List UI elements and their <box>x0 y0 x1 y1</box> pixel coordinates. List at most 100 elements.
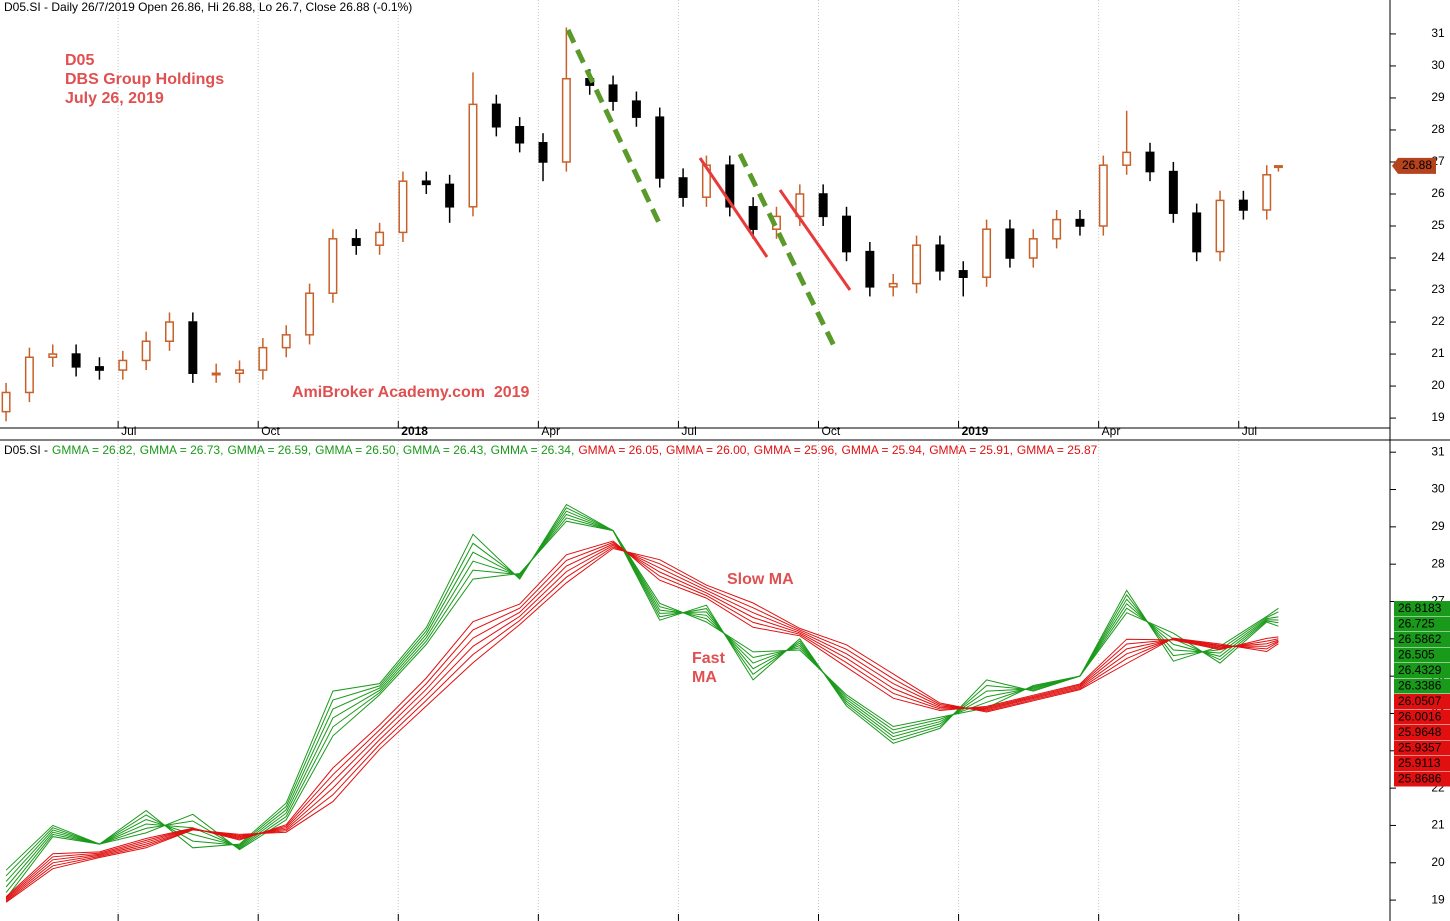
candle-body <box>281 334 291 349</box>
annotation: DBS Group Holdings <box>65 71 224 88</box>
candle-body <box>71 353 81 368</box>
value-box <box>1394 756 1450 771</box>
gmma-line <box>5 547 1279 903</box>
gmma-line <box>5 507 1279 877</box>
candle-body <box>141 340 151 362</box>
y-tick-label: 29 <box>1431 519 1445 533</box>
gmma-line <box>5 546 1279 902</box>
y-tick-label: 29 <box>1431 90 1445 104</box>
legend-entry: GMMA = 26.34, <box>491 443 575 457</box>
y-tick-label: 25 <box>1431 218 1445 232</box>
value-box-label: 26.0016 <box>1398 710 1442 724</box>
y-tick-label: 20 <box>1431 855 1445 869</box>
candle-body <box>235 369 245 375</box>
candle-body <box>538 142 548 163</box>
y-tick-label: 26 <box>1431 186 1445 200</box>
candle-body <box>935 244 945 272</box>
value-box <box>1394 678 1450 694</box>
gmma-line <box>5 517 1279 893</box>
candle-body <box>351 238 361 246</box>
legend-entry: GMMA = 26.05, <box>578 443 662 457</box>
candle-body <box>655 116 665 179</box>
candle-body <box>48 353 58 359</box>
y-tick-label: 22 <box>1431 314 1445 328</box>
trend-line <box>698 157 769 258</box>
candle-body <box>1262 174 1272 211</box>
candle-body <box>1098 164 1108 227</box>
y-tick-label: 21 <box>1431 818 1445 832</box>
x-tick-label: Jul <box>1242 424 1257 438</box>
value-box-label: 25.9113 <box>1398 756 1441 770</box>
x-tick-label: Jul <box>121 424 136 438</box>
candle-body <box>94 366 104 371</box>
candle-body <box>1192 212 1202 253</box>
candle-body <box>1215 199 1225 253</box>
candle-body <box>211 372 221 376</box>
x-tick-label: 2018 <box>401 424 428 438</box>
value-box-label: 26.505 <box>1398 648 1435 662</box>
candle-body <box>608 84 618 102</box>
legend-entry: GMMA = 26.50, <box>315 443 399 457</box>
legend-title: D05.SI - <box>4 443 48 457</box>
candle-body <box>818 193 828 218</box>
x-tick-label: Jul <box>681 424 696 438</box>
y-tick-label: 19 <box>1431 410 1445 424</box>
value-box <box>1394 663 1450 678</box>
candle-body <box>118 359 128 371</box>
legend-entry: GMMA = 26.73, <box>140 443 224 457</box>
gmma-line <box>5 503 1279 871</box>
candle-body <box>1 391 11 413</box>
candle-body <box>561 77 571 163</box>
annotation: July 26, 2019 <box>65 90 164 107</box>
trend-line <box>565 28 663 227</box>
last-value-box <box>1392 157 1436 174</box>
candle-body <box>678 177 688 198</box>
trend-line <box>778 189 852 291</box>
value-box <box>1394 647 1450 663</box>
gmma-line <box>5 510 1279 882</box>
candle-body <box>398 180 408 234</box>
legend-entry: GMMA = 25.91, <box>929 443 1013 457</box>
annotation: Fast <box>692 650 726 667</box>
annotation: Slow MA <box>727 571 794 588</box>
annotation: AmiBroker Academy.com 2019 <box>292 384 530 401</box>
value-box <box>1394 771 1450 787</box>
value-box-label: 26.5862 <box>1398 632 1442 646</box>
candle-body <box>421 180 431 186</box>
candle-body <box>1145 151 1155 173</box>
candle-body <box>375 231 385 246</box>
legend-entry: GMMA = 26.43, <box>403 443 487 457</box>
legend-entry: GMMA = 26.59, <box>227 443 311 457</box>
candle-body <box>842 215 851 253</box>
legend-entry: GMMA = 26.82, <box>52 443 136 457</box>
y-tick-label: 28 <box>1431 556 1445 570</box>
y-tick-label: 24 <box>1431 250 1445 264</box>
value-box <box>1394 725 1450 740</box>
value-box <box>1394 709 1450 725</box>
candle-body <box>725 164 735 208</box>
candle-body <box>468 103 478 208</box>
candle-body <box>188 321 198 375</box>
gmma-line <box>5 544 1279 901</box>
candle-body <box>888 282 898 288</box>
candle-body <box>865 250 875 288</box>
y-tick-label: 31 <box>1431 26 1445 40</box>
candle-body <box>958 270 968 278</box>
candle-body <box>445 183 455 208</box>
value-box-label: 26.0507 <box>1398 694 1442 708</box>
gmma-line <box>5 520 1279 899</box>
y-tick-label: 21 <box>1431 346 1445 360</box>
value-box-label: 26.3386 <box>1398 679 1442 693</box>
candle-body <box>631 100 641 118</box>
value-box <box>1394 616 1450 632</box>
y-tick-label: 19 <box>1431 892 1445 906</box>
gmma-line <box>5 541 1279 899</box>
candle-body <box>982 228 992 278</box>
annotation: D05 <box>65 52 94 69</box>
value-box-label: 25.8686 <box>1398 772 1442 786</box>
value-box-label: 26.725 <box>1398 617 1435 631</box>
y-tick-label: 30 <box>1431 482 1445 496</box>
legend: D05.SI - GMMA = 26.82, GMMA = 26.73, GMMA =… <box>4 443 1098 457</box>
y-tick-label: 31 <box>1431 444 1445 458</box>
